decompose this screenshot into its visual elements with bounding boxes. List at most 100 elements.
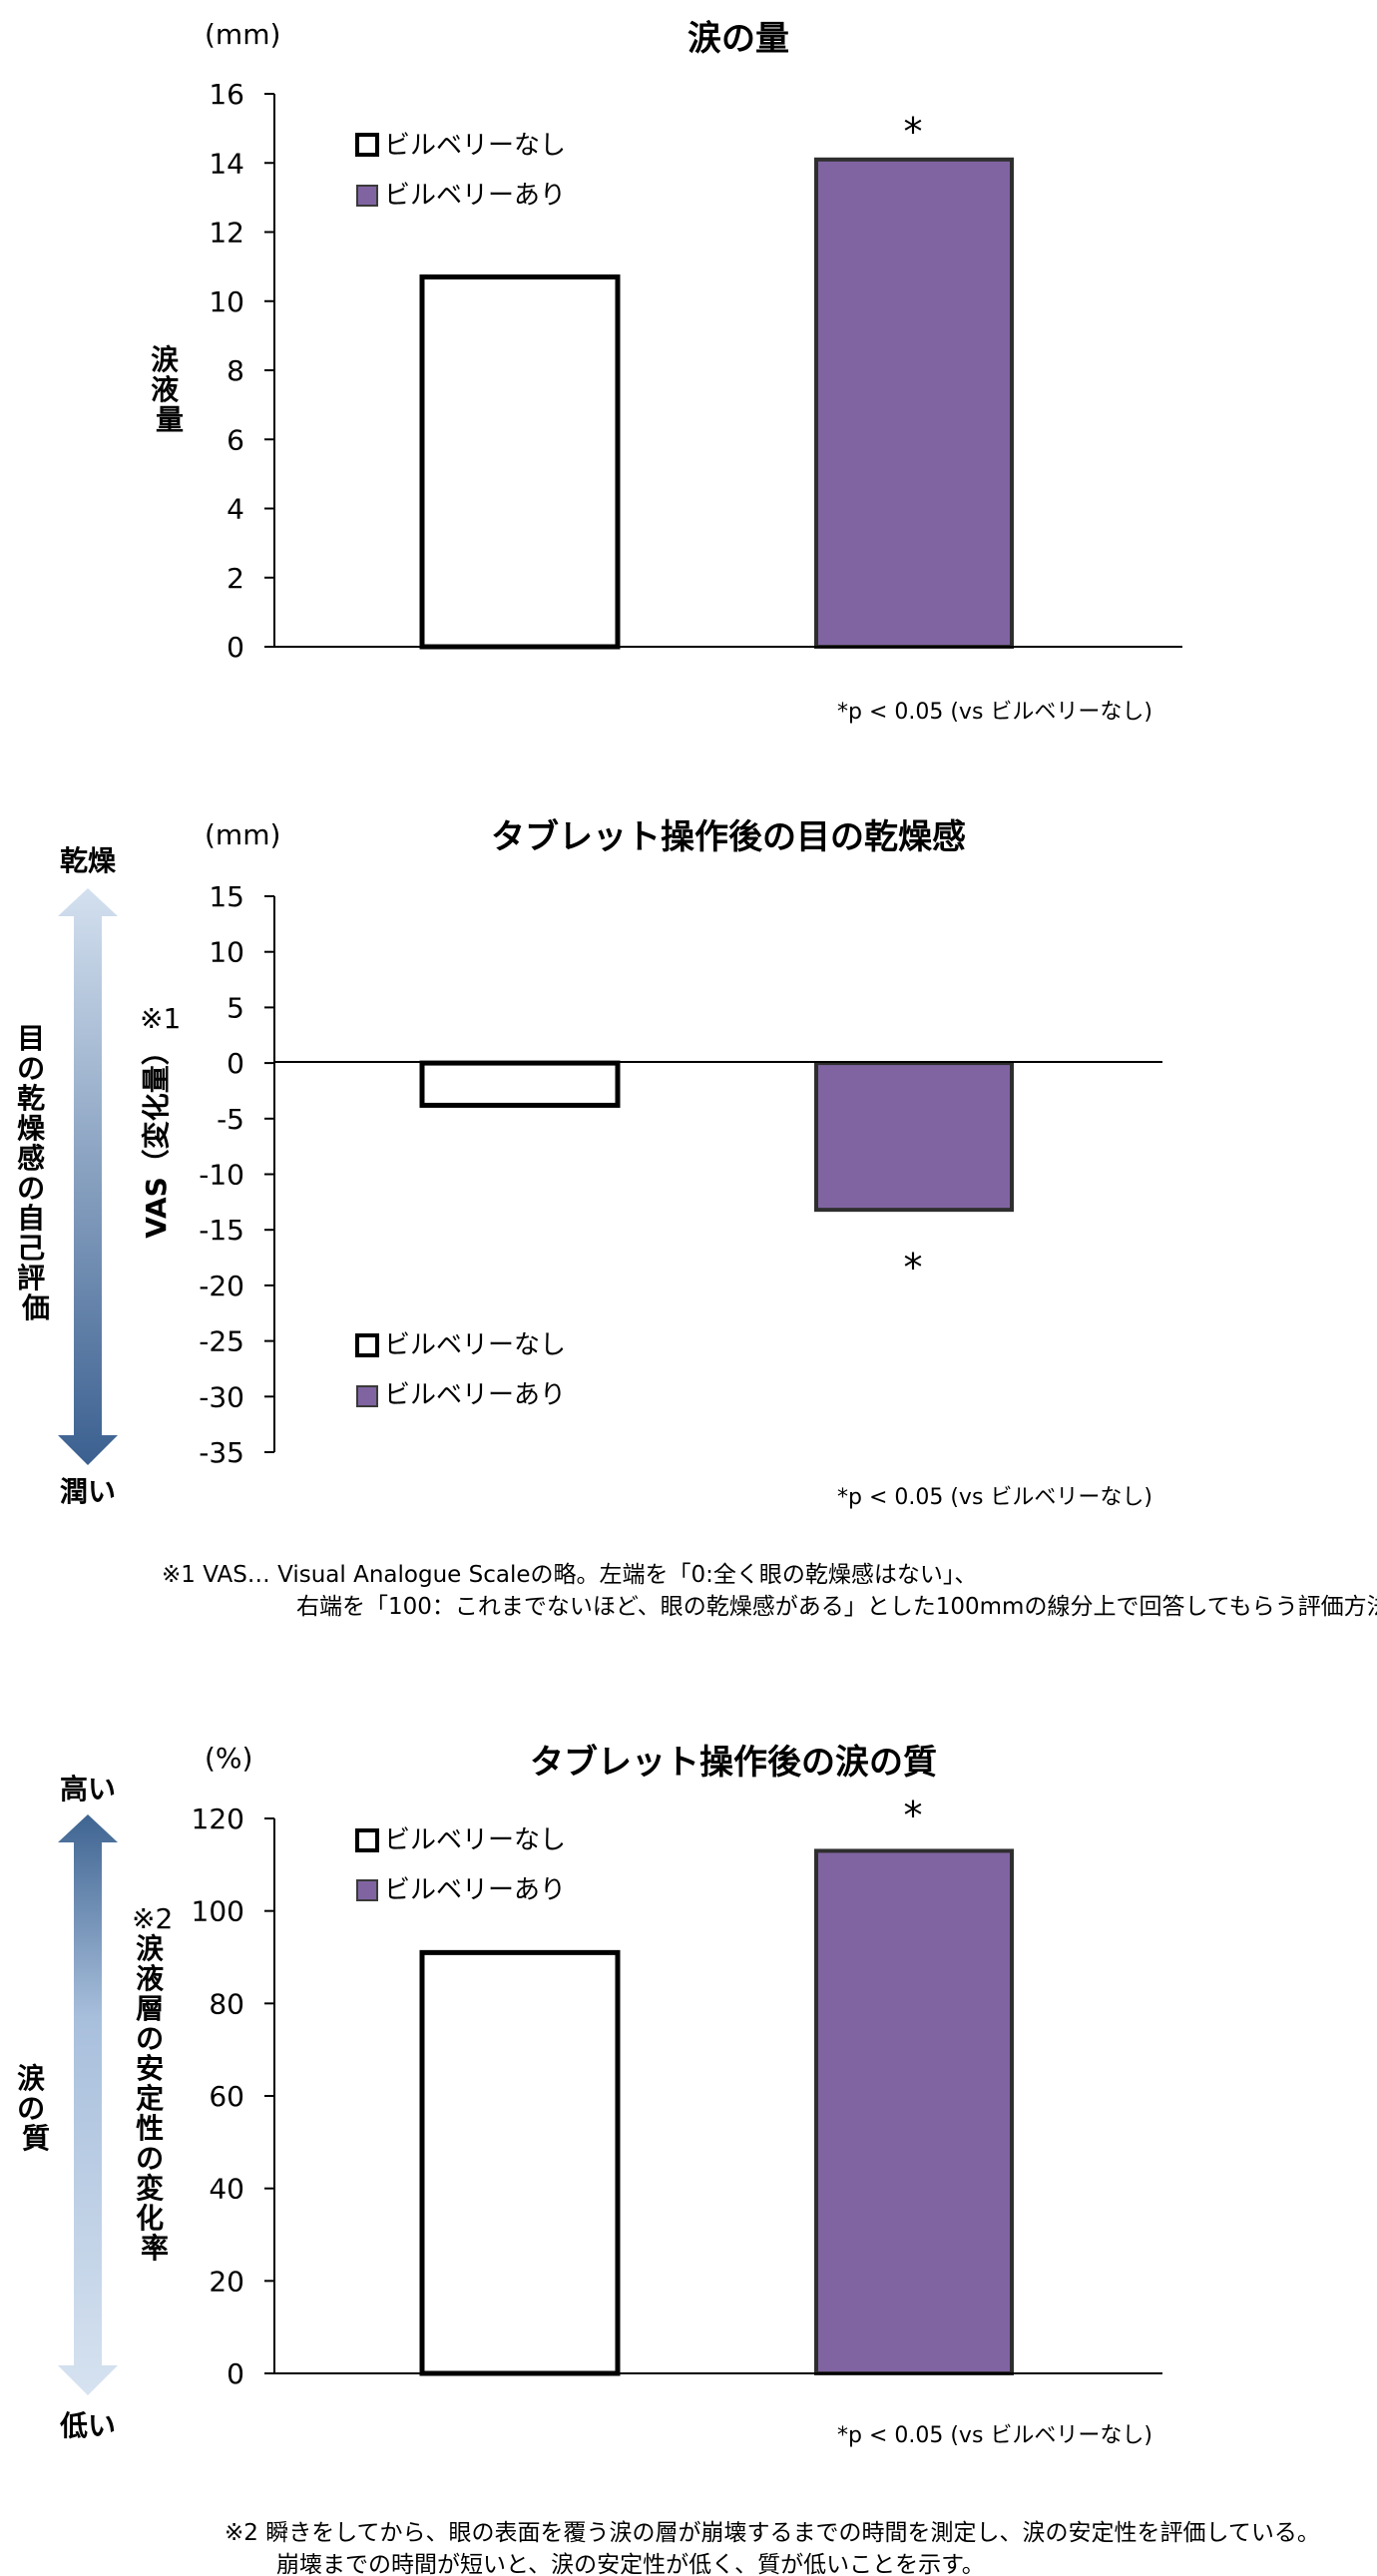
ylabel-char: 化 bbox=[136, 2202, 164, 2235]
ylabel-char: 変 bbox=[136, 2172, 164, 2205]
y-tick-label: 12 bbox=[209, 217, 244, 250]
scale-label-char: 乾 bbox=[17, 1082, 45, 1115]
chart-tear-volume: 涙の量 (mm) 涙 液 量 0 2 4 6 8 10 12 14 16 ビルベリーなし ビルベ… bbox=[151, 18, 1182, 725]
chart3-scale-bottom: 低い bbox=[59, 2409, 116, 2442]
y-tick-label: 4 bbox=[227, 493, 244, 526]
y-tick-label: 2 bbox=[227, 562, 244, 595]
dryness-scale-arrow bbox=[58, 888, 118, 1465]
chart1-y-ticks: 0 2 4 6 8 10 12 14 16 bbox=[209, 78, 274, 664]
ylabel-char: 液 bbox=[136, 1962, 164, 1995]
chart1-unit: (mm) bbox=[205, 18, 280, 51]
scale-label-char: 感 bbox=[17, 1142, 45, 1175]
ylabel-char: 率 bbox=[141, 2232, 169, 2265]
footnote-tear-line2: 崩壊までの時間が短いと、涙の安定性が低く、質が低いことを示す。 bbox=[276, 2552, 985, 2576]
chart1-significance-star: * bbox=[904, 110, 923, 154]
bar-without-bilberry bbox=[419, 1060, 621, 1108]
legend-swatch-with bbox=[356, 185, 378, 207]
chart2-unit: (mm) bbox=[205, 818, 280, 851]
chart3-significance-star: * bbox=[904, 1794, 923, 1837]
chart3-p-note: *p < 0.05 (vs ビルベリーなし) bbox=[837, 2423, 1152, 2448]
y-tick-label: -20 bbox=[199, 1270, 244, 1302]
quality-scale-arrow bbox=[58, 1814, 118, 2395]
chart3-scale-label: 涙 の 質 bbox=[17, 2062, 55, 2155]
legend-swatch-without bbox=[355, 1828, 379, 1852]
y-tick-label: 16 bbox=[209, 78, 244, 111]
legend-label-without: ビルベリーなし bbox=[384, 1330, 566, 1360]
y-tick-label: -15 bbox=[199, 1214, 244, 1247]
scale-label-char: の bbox=[17, 1172, 45, 1205]
scale-label-char: 己 bbox=[17, 1232, 45, 1265]
scale-label-char: の bbox=[17, 1052, 45, 1085]
legend-swatch-with bbox=[356, 1879, 378, 1901]
scale-label-char: 涙 bbox=[17, 2062, 45, 2095]
chart3-legend: ビルベリーなし ビルベリーあり bbox=[355, 1825, 566, 1905]
bar-without-bilberry bbox=[419, 274, 621, 650]
chart2-scale-top: 乾燥 bbox=[60, 844, 117, 877]
chart1-ylabel-char: 液 bbox=[151, 373, 179, 406]
chart1-ylabel-char: 量 bbox=[156, 403, 184, 436]
legend-label-with: ビルベリーあり bbox=[384, 1380, 566, 1410]
scale-label-char: の bbox=[17, 2092, 45, 2125]
ylabel-char: の bbox=[136, 2142, 164, 2175]
y-tick-label: -35 bbox=[199, 1436, 244, 1469]
legend-swatch-without bbox=[355, 133, 379, 157]
ylabel-char: 層 bbox=[136, 1992, 164, 2025]
bar-without-bilberry bbox=[419, 1949, 621, 2376]
y-tick-label: 0 bbox=[227, 631, 244, 664]
chart3-unit: (%) bbox=[205, 1742, 252, 1775]
legend-label-with: ビルベリーあり bbox=[384, 1875, 566, 1905]
ylabel-char: 安 bbox=[136, 2052, 164, 2085]
chart3-scale-top: 高い bbox=[60, 1773, 116, 1805]
y-tick-label: 15 bbox=[209, 880, 244, 913]
chart1-legend: ビルベリーなし ビルベリーあり bbox=[355, 131, 566, 211]
y-tick-label: 120 bbox=[192, 1803, 244, 1835]
y-tick-label: 20 bbox=[209, 2265, 244, 2298]
bar-with-bilberry bbox=[814, 1061, 1014, 1213]
chart1-bars bbox=[419, 157, 1014, 650]
legend-swatch-with bbox=[356, 1385, 378, 1407]
chart2-scale-label: 目 の 乾 燥 感 の 自 己 評 価 bbox=[17, 1022, 55, 1324]
footnote-vas-line2: 右端を「100：これまでないほど、眼の乾燥感がある」とした100mmの線分上で回… bbox=[296, 1594, 1377, 1620]
chart2-title: タブレット操作後の目の乾燥感 bbox=[491, 817, 966, 857]
chart2-ylabel-ref: ※1 bbox=[140, 1002, 181, 1035]
y-tick-label: 100 bbox=[192, 1895, 244, 1928]
chart3-y-ticks: 0 20 40 60 80 100 120 bbox=[192, 1803, 274, 2390]
chart2-legend: ビルベリーなし ビルベリーあり bbox=[355, 1330, 566, 1410]
y-tick-label: 5 bbox=[227, 991, 244, 1024]
y-tick-label: 0 bbox=[227, 2357, 244, 2390]
y-tick-label: 10 bbox=[209, 285, 244, 318]
legend-label-without: ビルベリーなし bbox=[384, 131, 566, 161]
y-tick-label: -5 bbox=[217, 1103, 244, 1136]
footnote-vas-line1: ※1 VAS… Visual Analogue Scaleの略。左端を「0:全く… bbox=[162, 1562, 977, 1588]
bar-with-bilberry bbox=[814, 157, 1014, 649]
chart2-y-ticks: 15 10 5 0 -5 -10 -15 -20 -25 -30 -35 bbox=[199, 880, 274, 1469]
ylabel-char: の bbox=[136, 2022, 164, 2055]
chart3-title: タブレット操作後の涙の質 bbox=[530, 1743, 937, 1783]
scale-label-char: 自 bbox=[17, 1202, 45, 1235]
footnote-tear-line1: ※2 瞬きをしてから、眼の表面を覆う涙の層が崩壊するまでの時間を測定し、涙の安定… bbox=[225, 2520, 1320, 2546]
legend-swatch-without bbox=[355, 1333, 379, 1357]
chart1-p-note: *p < 0.05 (vs ビルベリーなし) bbox=[837, 700, 1152, 725]
y-tick-label: -10 bbox=[199, 1159, 244, 1192]
y-tick-label: -25 bbox=[199, 1325, 244, 1358]
y-tick-label: 60 bbox=[209, 2080, 244, 2113]
chart3-ylabel-ref: ※2 bbox=[132, 1902, 173, 1935]
chart1-title: 涙の量 bbox=[688, 19, 789, 59]
chart1-ylabel-char: 涙 bbox=[151, 343, 179, 376]
chart2-scale-bottom: 潤い bbox=[60, 1475, 116, 1508]
ylabel-char: 定 bbox=[136, 2082, 164, 2115]
y-tick-label: 6 bbox=[227, 423, 244, 456]
y-tick-label: 10 bbox=[209, 936, 244, 969]
chart2-ylabel: VAS（変化量） bbox=[140, 1037, 173, 1239]
bar-with-bilberry bbox=[814, 1848, 1014, 2375]
scale-label-char: 評 bbox=[17, 1262, 45, 1294]
chart-dryness: タブレット操作後の目の乾燥感 (mm) 乾燥 潤い 目 の 乾 燥 感 の 自 … bbox=[17, 817, 1162, 1510]
scale-label-char: 価 bbox=[21, 1291, 50, 1324]
chart-tear-quality: タブレット操作後の涙の質 (%) 高い 低い 涙 の 質 ※2 涙 液 層 の … bbox=[17, 1742, 1162, 2448]
y-tick-label: -30 bbox=[199, 1380, 244, 1413]
chart2-p-note: *p < 0.05 (vs ビルベリーなし) bbox=[837, 1485, 1152, 1510]
y-tick-label: 8 bbox=[227, 354, 244, 387]
y-tick-label: 40 bbox=[209, 2173, 244, 2206]
chart3-ylabel: 涙 液 層 の 安 定 性 の 変 化 率 bbox=[136, 1932, 174, 2265]
